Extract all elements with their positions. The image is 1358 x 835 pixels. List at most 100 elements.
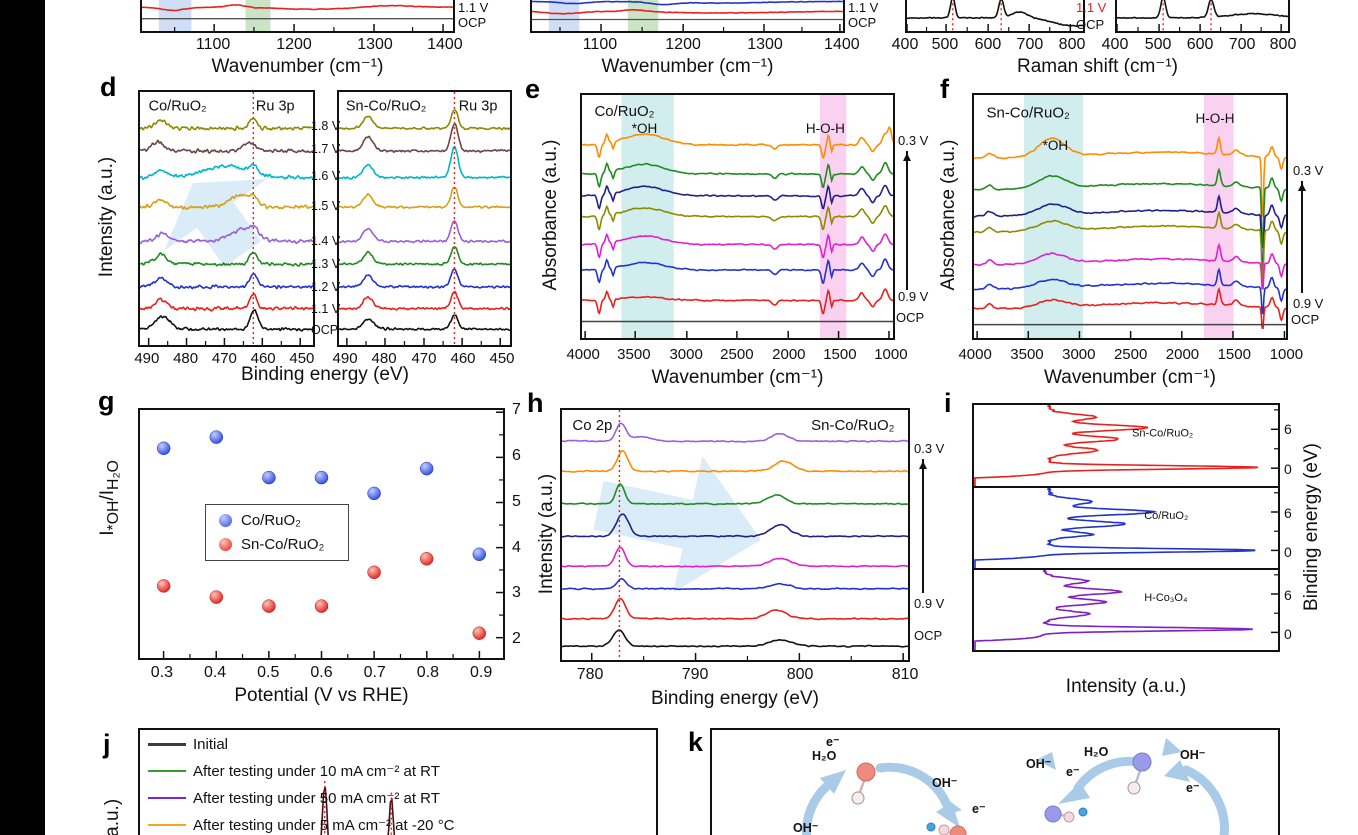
d1-chart: Co/RuO₂ Ru 3p xyxy=(140,92,313,345)
metal-atom xyxy=(856,762,876,782)
panel-a-xticks: 1100 1200 1300 1400 xyxy=(140,36,463,56)
x-tick-label: 600 xyxy=(1186,36,1214,53)
legend-label: After testing under 5 mA cm⁻² at -20 °C xyxy=(193,817,455,834)
panel-d-right-xticks: 490 480 470 460 450 xyxy=(333,350,515,370)
x-tick-label: 1200 xyxy=(665,36,701,53)
x-tick-label: 700 xyxy=(1228,36,1256,53)
x-tick-label: 500 xyxy=(1144,36,1172,53)
y-tick-label: 6 xyxy=(1284,586,1292,603)
x-tick-label: 2500 xyxy=(1113,346,1148,363)
panel-i-xlabel: Intensity (a.u.) xyxy=(1065,676,1187,697)
panel-e-potential-arrow xyxy=(903,151,910,290)
legend-line-icon xyxy=(148,823,186,827)
atom xyxy=(926,822,936,832)
left-black-margin xyxy=(0,0,45,835)
k-water-label: H₂O xyxy=(812,749,837,763)
panel-h-top-voltage: 0.3 V xyxy=(914,441,945,456)
svg-text:Sn-Co/RuO₂: Sn-Co/RuO₂ xyxy=(986,104,1070,121)
panel-c-left-plot xyxy=(905,0,1085,33)
panel-h-ylabel: Intensity (a.u.) xyxy=(536,473,557,595)
panel-d-left-plot: Co/RuO₂ Ru 3p xyxy=(138,90,315,347)
x-tick-label: 1100 xyxy=(195,36,231,53)
panel-d-letter: d xyxy=(100,72,117,102)
svg-text:Co/RuO₂: Co/RuO₂ xyxy=(149,98,207,114)
bond xyxy=(858,780,866,793)
c1-chart xyxy=(907,0,1083,31)
x-tick-label: 1400 xyxy=(427,36,463,53)
arrowhead-icon xyxy=(1036,752,1056,770)
x-tick-label: 1500 xyxy=(823,346,857,363)
y-tick-label: 0 xyxy=(1284,543,1292,560)
panel-i-middle-plot: Co/RuO₂ xyxy=(972,488,1280,570)
panel-k-letter: k xyxy=(688,727,704,757)
y-tick-label: 0 xyxy=(1284,625,1292,642)
panel-c-voltage-label: 1.1 V xyxy=(1076,0,1107,15)
oxygen-atom xyxy=(1127,781,1141,795)
arrowhead-icon xyxy=(1164,760,1190,782)
panel-b-plot xyxy=(530,0,845,33)
k-electron-label: e⁻ xyxy=(1066,765,1080,779)
x-tick-label: 600 xyxy=(974,36,1002,53)
panel-f-letter: f xyxy=(940,74,949,104)
i1-chart: Sn-Co/RuO₂ xyxy=(974,405,1278,486)
panel-e-letter: e xyxy=(525,74,541,104)
panel-g-letter: g xyxy=(98,386,115,416)
panel-e-xticks: 4000 3500 3000 2500 2000 1500 1000 xyxy=(566,346,907,366)
svg-text:H-O-H: H-O-H xyxy=(806,121,845,136)
panel-h-xticks: 780 790 800 810 xyxy=(560,666,919,686)
panel-d-xlabel: Binding energy (eV) xyxy=(241,364,409,385)
x-tick-label: 800 xyxy=(786,666,814,683)
panel-b-voltage-label: 1.1 V xyxy=(848,0,879,15)
panel-j-ylabel: (a.u.) xyxy=(102,798,123,835)
panel-h-letter: h xyxy=(527,388,544,418)
x-tick-label: 460 xyxy=(450,350,476,367)
panel-e-ocp-label: OCP xyxy=(896,310,925,325)
legend-item: After testing under 10 mA cm⁻² at RT xyxy=(148,762,455,780)
i2-chart: Co/RuO₂ xyxy=(974,488,1278,568)
y-tick-label: 4 xyxy=(512,538,521,556)
panel-e-ylabel: Absorbance (a.u.) xyxy=(540,139,561,291)
curve-label-1-8v: 1.8 V xyxy=(311,119,341,133)
curve-label-1-6v: 1.6 V xyxy=(311,169,341,183)
x-tick-label: 0.8 xyxy=(416,664,440,681)
x-tick-label: 0.9 xyxy=(470,664,493,681)
panel-h-potential-arrow xyxy=(919,459,926,593)
curve-label-ocp: OCP xyxy=(311,323,339,337)
x-tick-label: 3000 xyxy=(669,346,703,363)
legend-label: Sn-Co/RuO₂ xyxy=(241,536,325,553)
legend-item: After testing under 5 mA cm⁻² at -20 °C xyxy=(148,816,455,834)
x-tick-label: 3500 xyxy=(617,346,651,363)
panel-a-xlabel: Wavenumber (cm⁻¹) xyxy=(211,56,384,77)
x-tick-label: 0.4 xyxy=(203,664,227,681)
y-tick-label: 5 xyxy=(512,492,521,510)
k-hydroxide-label: OH⁻ xyxy=(1026,757,1052,771)
panel-k-schematic xyxy=(710,728,1280,835)
x-tick-label: 470 xyxy=(211,350,237,367)
x-tick-label: 0.5 xyxy=(257,664,280,681)
legend-label: After testing under 50 mA cm⁻² at RT xyxy=(193,790,440,807)
panel-i-letter: i xyxy=(944,388,952,418)
panel-e-xlabel: Wavenumber (cm⁻¹) xyxy=(651,367,824,388)
panel-f-potential-arrow xyxy=(1298,181,1305,293)
panel-g-ylabel: I*OH/IH₂O xyxy=(97,460,122,536)
panel-c-xlabel: Raman shift (cm⁻¹) xyxy=(1017,56,1178,77)
e-chart: Co/RuO₂*OH H-O-H xyxy=(582,95,893,338)
legend-line-icon xyxy=(148,796,186,800)
oxygen-atom xyxy=(851,791,865,805)
x-tick-label: 490 xyxy=(332,350,358,367)
x-tick-label: 470 xyxy=(411,350,437,367)
x-tick-label: 1000 xyxy=(874,346,908,363)
svg-text:Ru 3p: Ru 3p xyxy=(459,98,498,114)
svg-text:Co/RuO₂: Co/RuO₂ xyxy=(1144,510,1188,522)
x-tick-label: 1400 xyxy=(824,36,860,53)
x-tick-label: 460 xyxy=(250,350,276,367)
x-tick-label: 1100 xyxy=(582,36,618,53)
f-chart: Sn-Co/RuO₂ *OH H-O-H xyxy=(974,95,1286,338)
k-electron-label: e⁻ xyxy=(1186,781,1200,795)
panel-d-ylabel: Intensity (a.u.) xyxy=(96,156,117,278)
svg-text:H-Co₃O₄: H-Co₃O₄ xyxy=(1144,592,1188,604)
arrowhead-icon xyxy=(1058,782,1090,804)
